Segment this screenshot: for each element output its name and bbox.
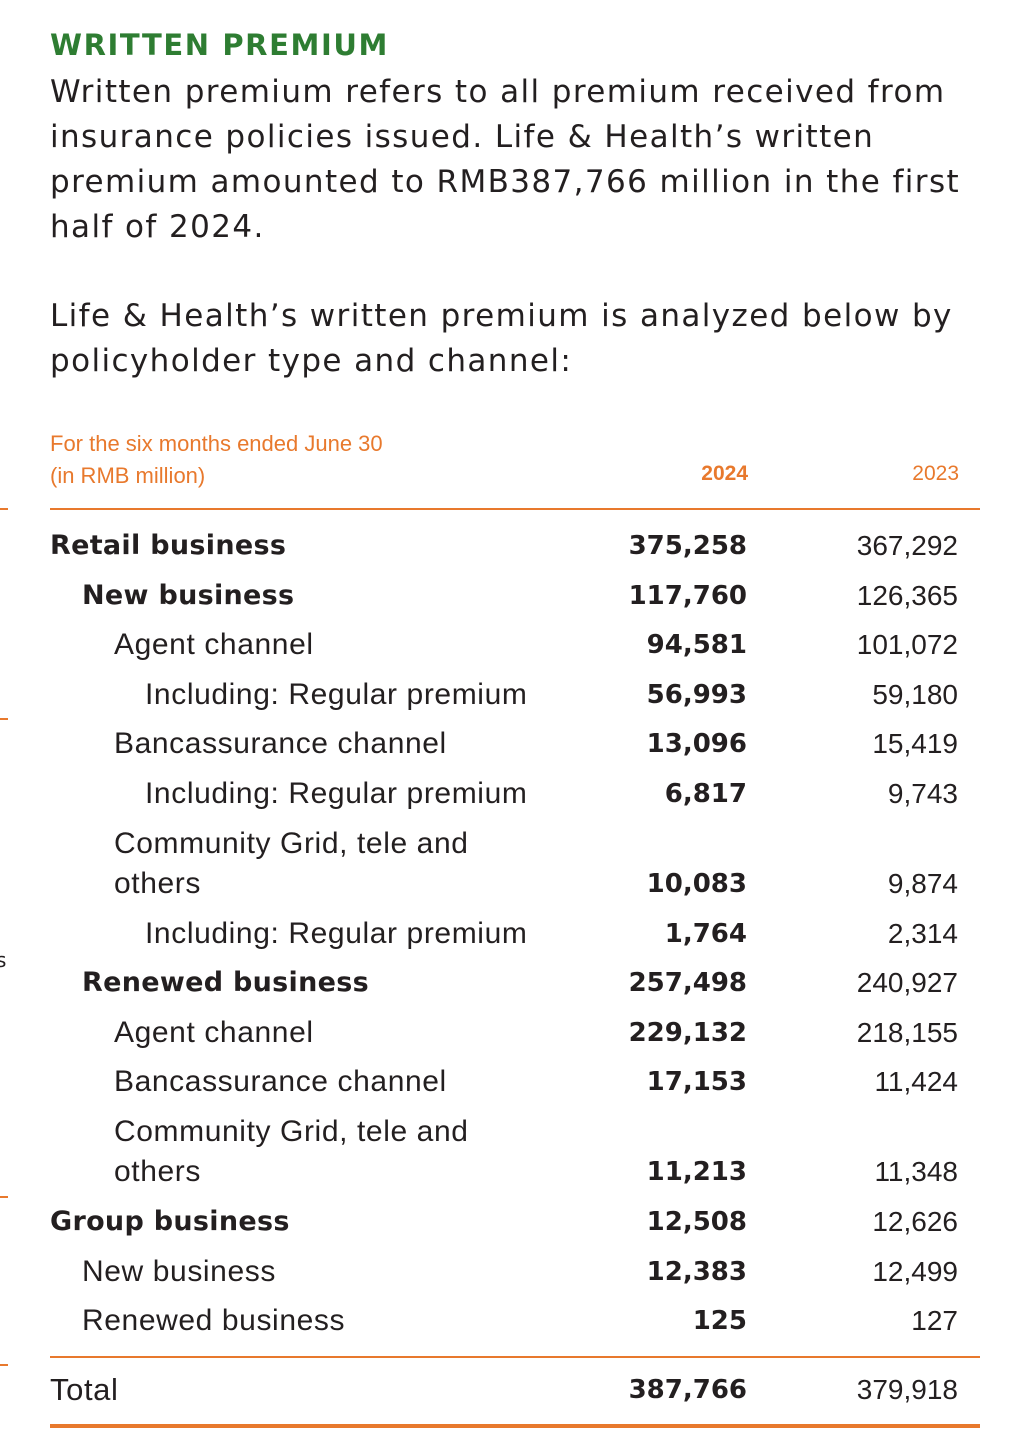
row-label: Including: Regular premium [145, 776, 528, 810]
value-2024: 117,760 [628, 580, 747, 611]
table-row: Bancassurance channel 13,096 15,419 [50, 718, 980, 768]
value-2023: 126,365 [856, 579, 958, 611]
value-2024: 1,764 [664, 918, 747, 949]
row-label: Retail business [50, 530, 287, 561]
table-row: Renewed business 257,498 240,927 [50, 957, 980, 1007]
column-header-2024: 2024 [701, 462, 748, 485]
analysis-paragraph: Life & Health’s written premium is analy… [50, 298, 953, 379]
margin-glyph: s [0, 948, 7, 972]
row-label: Renewed business [82, 1304, 346, 1338]
value-2024: 6,817 [664, 778, 747, 809]
total-label: Total [50, 1372, 119, 1407]
table-row: Bancassurance channel 17,153 11,424 [50, 1056, 980, 1106]
total-value-2024: 387,766 [628, 1375, 747, 1405]
row-label: New business [82, 579, 295, 611]
table-row: New business 12,383 12,499 [50, 1246, 980, 1296]
row-label: Community Grid, tele and others [114, 1114, 469, 1188]
value-2024: 94,581 [646, 630, 747, 661]
value-2024: 229,132 [628, 1017, 747, 1048]
row-label: Including: Regular premium [145, 677, 528, 711]
value-2024: 12,508 [646, 1206, 747, 1237]
value-2024: 11,213 [646, 1156, 747, 1187]
row-label: Bancassurance channel [114, 727, 447, 761]
row-label: New business [82, 1254, 276, 1288]
value-2023: 2,314 [887, 917, 958, 949]
table-row: Including: Regular premium 56,993 59,180 [50, 669, 980, 719]
edge-mark [0, 508, 8, 510]
table-row: Community Grid, tele and others 10,083 9… [50, 818, 980, 908]
value-2023: 240,927 [856, 967, 958, 999]
row-label: Agent channel [114, 628, 314, 662]
value-2023: 127 [911, 1305, 958, 1337]
edge-mark [0, 1196, 8, 1198]
value-2023: 101,072 [856, 629, 958, 661]
value-2024: 17,153 [646, 1067, 747, 1098]
premium-table: Retail business 375,258 367,292 New busi… [50, 520, 980, 1345]
table-row: Group business 12,508 12,626 [50, 1196, 980, 1246]
section-heading: WRITTEN PREMIUM [50, 28, 389, 62]
value-2023: 11,348 [874, 1155, 958, 1187]
value-2023: 11,424 [874, 1066, 958, 1098]
value-2023: 12,499 [872, 1255, 958, 1287]
table-row: Agent channel 94,581 101,072 [50, 619, 980, 669]
value-2024: 13,096 [646, 729, 747, 760]
intro-paragraph: Written premium refers to all premium re… [50, 74, 961, 245]
row-label: Bancassurance channel [114, 1065, 447, 1099]
table-row: New business 117,760 126,365 [50, 570, 980, 620]
value-2024: 56,993 [646, 679, 747, 710]
table-row: Community Grid, tele and others 11,213 1… [50, 1106, 980, 1196]
column-header-2023: 2023 [912, 462, 959, 485]
value-2024: 375,258 [628, 531, 747, 561]
value-2023: 59,180 [872, 678, 958, 710]
total-value-2023: 379,918 [856, 1374, 958, 1405]
row-label: Group business [50, 1205, 290, 1237]
table-top-rule [50, 508, 980, 510]
row-label: Community Grid, tele and others [114, 826, 469, 900]
table-row: Including: Regular premium 6,817 9,743 [50, 768, 980, 818]
value-2023: 218,155 [856, 1016, 958, 1048]
value-2023: 9,874 [887, 867, 958, 899]
table-row: Renewed business 125 127 [50, 1295, 980, 1345]
value-2024: 257,498 [628, 968, 747, 999]
edge-mark [0, 718, 8, 720]
table-row: Retail business 375,258 367,292 [50, 520, 980, 570]
value-2024: 12,383 [646, 1256, 747, 1287]
total-top-rule [50, 1356, 980, 1358]
table-row: Agent channel 229,132 218,155 [50, 1007, 980, 1057]
table-bottom-rule [50, 1424, 980, 1428]
total-row: Total 387,766 379,918 [50, 1366, 980, 1416]
row-label: Agent channel [114, 1015, 314, 1049]
row-label: Including: Regular premium [145, 916, 528, 950]
value-2024: 10,083 [646, 868, 747, 899]
value-2023: 9,743 [887, 777, 958, 809]
value-2023: 367,292 [856, 530, 958, 561]
period-label: For the six months ended June 30 (in RMB… [50, 431, 383, 488]
edge-mark [0, 1364, 8, 1366]
value-2023: 12,626 [872, 1205, 958, 1237]
table-row: Including: Regular premium 1,764 2,314 [50, 908, 980, 958]
row-label: Renewed business [82, 967, 369, 999]
value-2024: 125 [692, 1306, 747, 1337]
value-2023: 15,419 [872, 728, 958, 760]
